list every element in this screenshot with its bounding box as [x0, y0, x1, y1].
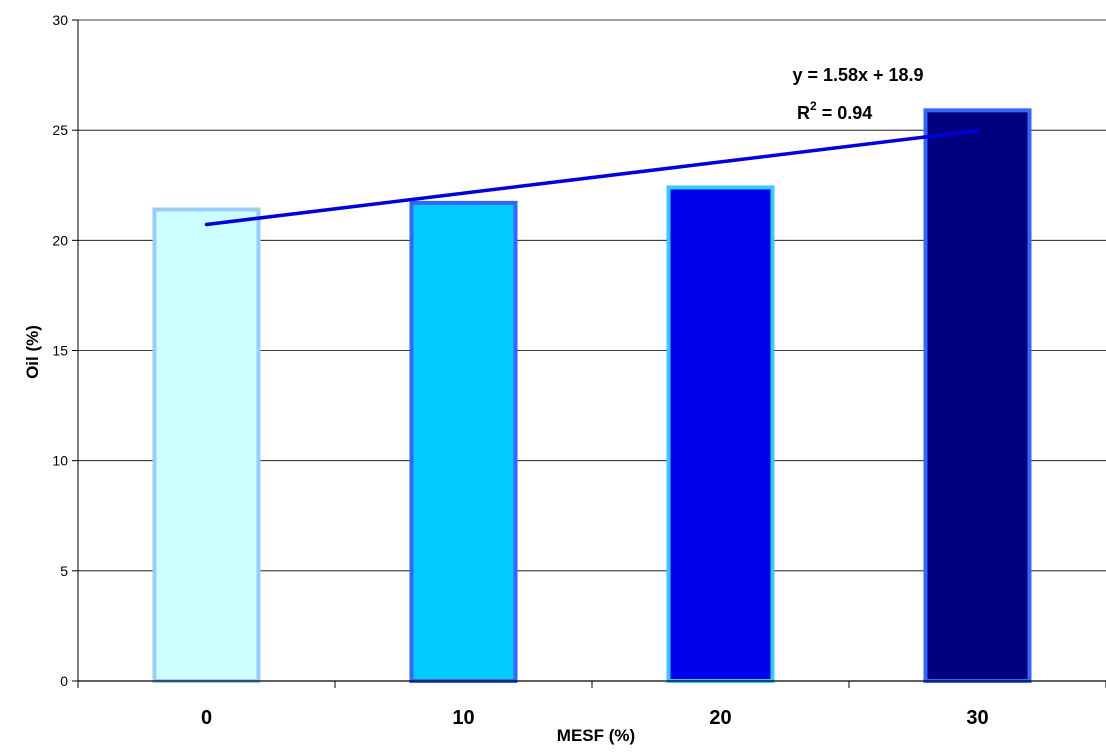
bar-10	[409, 200, 518, 683]
x-tick-label: 20	[709, 707, 731, 729]
bar-20	[666, 185, 775, 683]
y-tick-label: 30	[52, 12, 68, 28]
bar-30	[923, 108, 1032, 683]
x-tick-label: 10	[452, 707, 474, 729]
y-tick-label: 10	[52, 453, 68, 469]
y-tick-label: 5	[60, 563, 68, 579]
x-axis-title: MESF (%)	[557, 726, 635, 745]
x-tick-label: 0	[201, 707, 212, 729]
axes: 0 5 10 15 20 25 30 0 10 20 30	[52, 12, 1106, 729]
y-tick-label: 20	[52, 232, 68, 248]
trendline-group	[204, 128, 980, 227]
trendline	[204, 128, 980, 227]
x-tick-label: 30	[966, 707, 988, 729]
y-tick-label: 15	[52, 343, 68, 359]
y-tick-label: 25	[52, 122, 68, 138]
y-axis-title: Oil (%)	[23, 325, 42, 379]
y-tick-label: 0	[60, 673, 68, 689]
trendline-r-squared: R2 = 0.94	[797, 99, 872, 123]
bar-0	[152, 207, 261, 683]
trendline-equation: y = 1.58x + 18.9	[792, 65, 923, 85]
bars	[152, 108, 1032, 683]
